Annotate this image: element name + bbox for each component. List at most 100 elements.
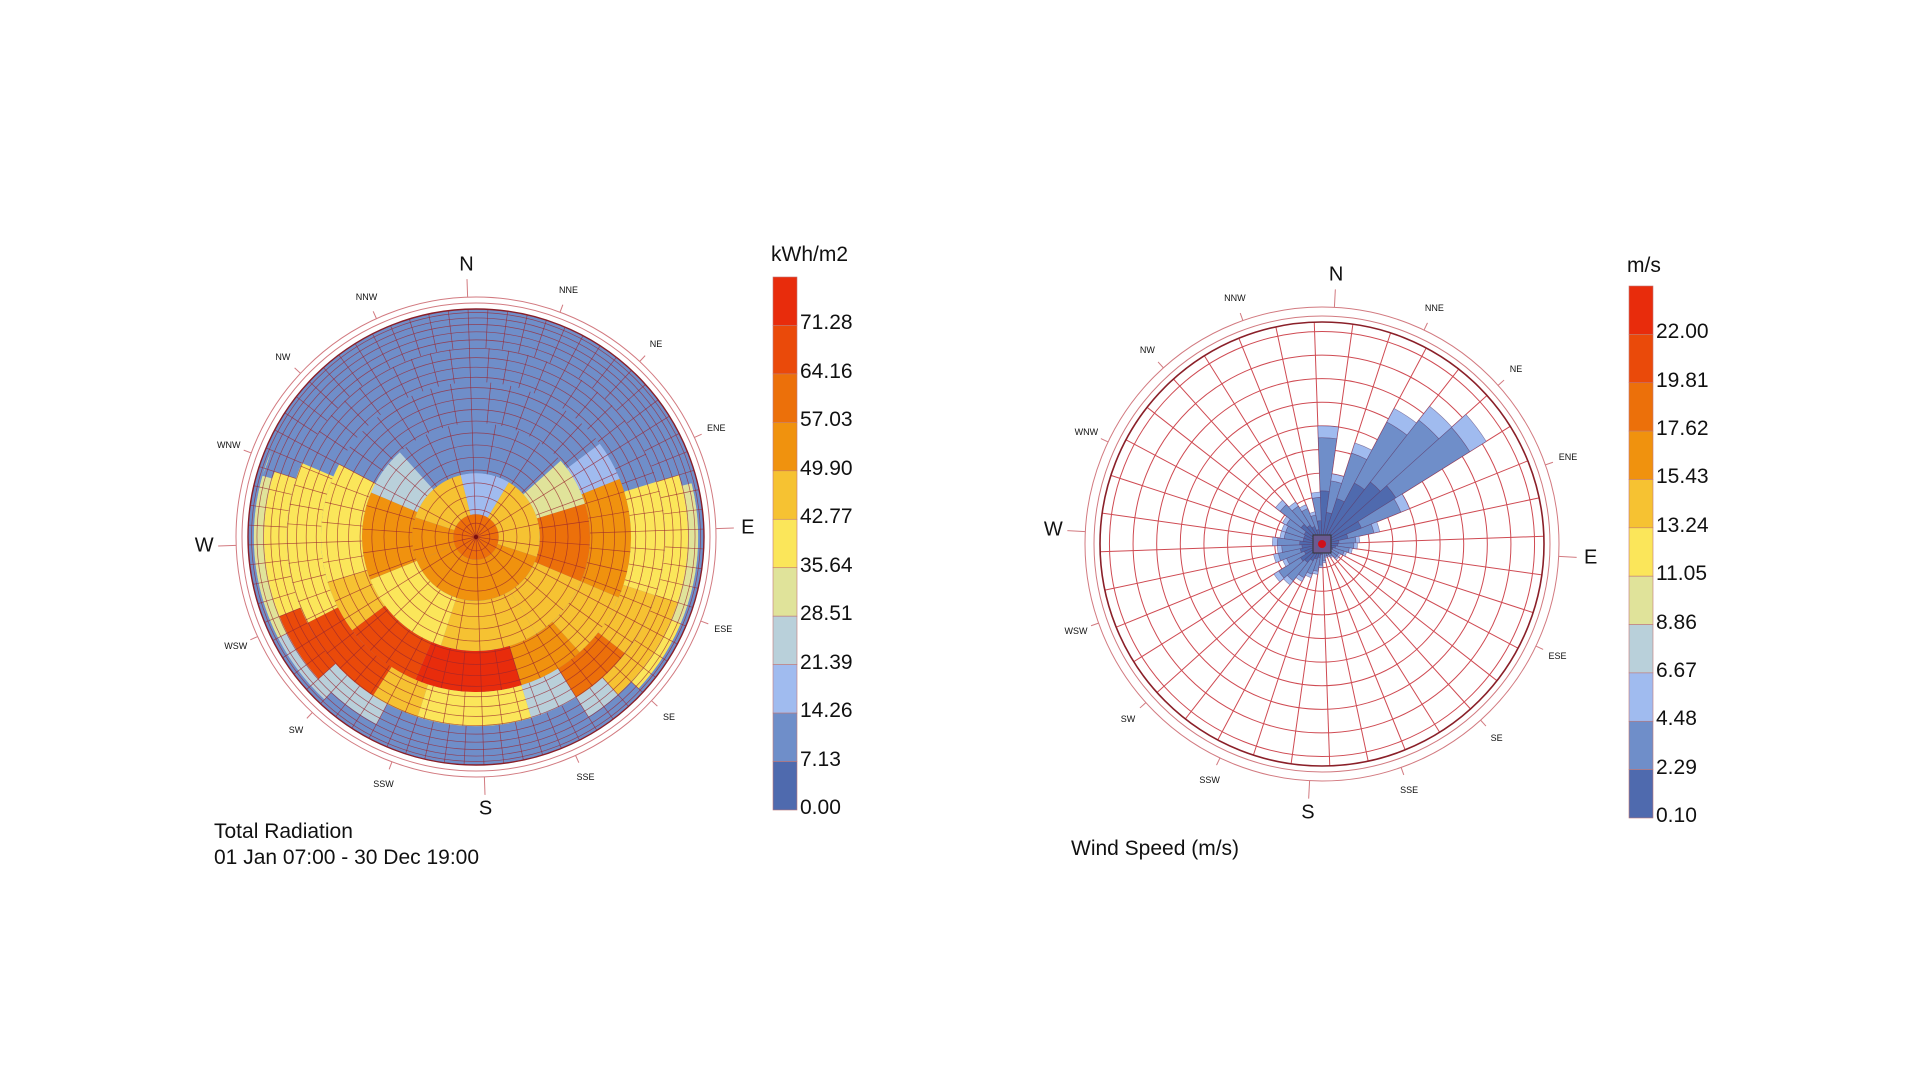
sky-grid-spoke	[541, 410, 567, 445]
compass-tick	[651, 700, 658, 707]
rose-petal-segment	[1347, 547, 1353, 554]
sky-grid-spoke	[634, 639, 668, 662]
sky-grid-ring	[421, 482, 531, 592]
sky-grid-spoke	[259, 466, 297, 479]
sky-grid-spoke	[629, 510, 664, 516]
legend-tick-label: 0.10	[1656, 804, 1697, 827]
legend-swatch	[772, 761, 798, 811]
compass-tick	[218, 544, 237, 547]
sky-grid-spoke	[568, 602, 603, 628]
sky-grid-spoke	[405, 446, 437, 487]
sky-grid-spoke	[450, 384, 458, 425]
compass-ring-outer	[235, 296, 717, 778]
sky-grid-spoke	[521, 457, 559, 493]
legend-swatch	[1628, 479, 1654, 529]
sky-grid-spoke	[308, 447, 340, 465]
wind-legend-bar	[1628, 285, 1654, 819]
compass-ring-inner	[1093, 315, 1551, 773]
sky-grid-spoke	[475, 531, 499, 538]
sky-grid-spoke	[564, 335, 584, 371]
sky-grid-ring	[408, 469, 544, 605]
sky-grid-ring	[359, 420, 593, 654]
sky-grid-spoke	[249, 559, 289, 566]
sky-grid-spoke	[359, 387, 381, 416]
sky-grid-spoke	[455, 525, 477, 538]
sky-grid-spoke	[661, 489, 700, 498]
sky-grid-spoke	[578, 345, 601, 379]
compass-label-se: SE	[663, 712, 676, 723]
compass-label-n: N	[1328, 263, 1344, 286]
sky-grid-spoke	[615, 453, 647, 470]
sky-band-patch	[487, 482, 540, 557]
sky-grid-spoke	[405, 716, 418, 754]
sky-grid-spoke	[402, 637, 423, 675]
rose-grid-spoke	[1110, 474, 1313, 542]
sky-grid-spoke	[248, 543, 287, 546]
sky-grid-spoke	[356, 609, 389, 636]
sky-grid-spoke	[375, 483, 420, 508]
compass-tick	[388, 761, 393, 770]
legend-tick-label: 64.16	[800, 359, 853, 383]
sky-band-patch	[509, 621, 580, 686]
sky-grid-spoke	[473, 473, 476, 515]
sky-grid-spoke	[354, 343, 377, 377]
sky-grid-spoke	[494, 649, 502, 690]
compass-tick	[694, 433, 702, 438]
sky-grid-spoke	[655, 595, 693, 608]
sky-grid-spoke	[586, 562, 628, 573]
legend-tick-label: 19.81	[1656, 368, 1709, 392]
sky-grid-spoke	[265, 447, 302, 464]
sky-grid-spoke	[289, 503, 324, 511]
radiation-legend-bar	[772, 276, 798, 811]
compass-label-e: E	[1583, 546, 1598, 569]
sky-grid-spoke	[386, 711, 403, 748]
compass-tick	[1545, 461, 1554, 466]
sky-grid-spoke	[589, 547, 631, 553]
sky-grid-spoke	[430, 388, 444, 429]
sky-grid-spoke	[451, 477, 468, 516]
rose-petal-segment	[1354, 535, 1361, 544]
sky-grid-spoke	[460, 650, 466, 692]
rose-grid-spoke	[1332, 544, 1542, 576]
compass-tick	[1100, 438, 1109, 443]
legend-swatch	[1628, 285, 1654, 335]
sky-grid-spoke	[385, 629, 411, 664]
sky-grid-spoke	[612, 609, 644, 627]
wind-title: Wind Speed (m/s)	[1071, 837, 1240, 860]
sky-grid-ring	[461, 522, 491, 552]
compass-tick	[1308, 780, 1311, 799]
wind-legend-title: m/s	[1627, 254, 1661, 277]
sky-grid-spoke	[461, 536, 477, 556]
sky-band-patch	[567, 443, 620, 495]
sky-grid-spoke	[453, 536, 477, 543]
compass-label-nnw: NNW	[1224, 292, 1246, 303]
sky-band-patch	[440, 591, 537, 651]
sky-grid-spoke	[630, 530, 666, 532]
rose-grid-spoke	[1328, 551, 1471, 710]
rose-grid-spoke	[1330, 550, 1498, 682]
sky-grid-ring	[348, 409, 604, 665]
legend-swatch	[1628, 334, 1654, 384]
sky-grid-spoke	[495, 547, 533, 568]
sky-grid-spoke	[349, 446, 384, 472]
sky-grid-spoke	[588, 511, 629, 519]
sky-grid-spoke	[486, 382, 492, 424]
sky-grid-spoke	[486, 424, 497, 475]
sky-grid-spoke	[621, 471, 654, 485]
sky-grid-spoke	[443, 724, 451, 763]
legend-tick-label: 71.28	[800, 311, 853, 335]
sky-grid-spoke	[409, 318, 422, 357]
sky-grid-spoke	[392, 366, 409, 398]
sky-grid-ring	[256, 317, 696, 757]
sky-grid-spoke	[432, 596, 453, 643]
sky-grid-spoke	[626, 399, 659, 424]
sky-grid-spoke	[338, 463, 376, 484]
sky-grid-spoke	[424, 721, 434, 760]
rose-grid-spoke	[1217, 553, 1318, 741]
sky-band-patch	[415, 641, 522, 693]
legend-tick-label: 4.48	[1656, 707, 1697, 731]
radiation-period: 01 Jan 07:00 - 30 Dec 19:00	[214, 846, 480, 869]
radiation-title: Total Radiation	[214, 820, 353, 843]
sky-grid-spoke	[534, 320, 547, 358]
sky-band-patch	[631, 619, 681, 689]
